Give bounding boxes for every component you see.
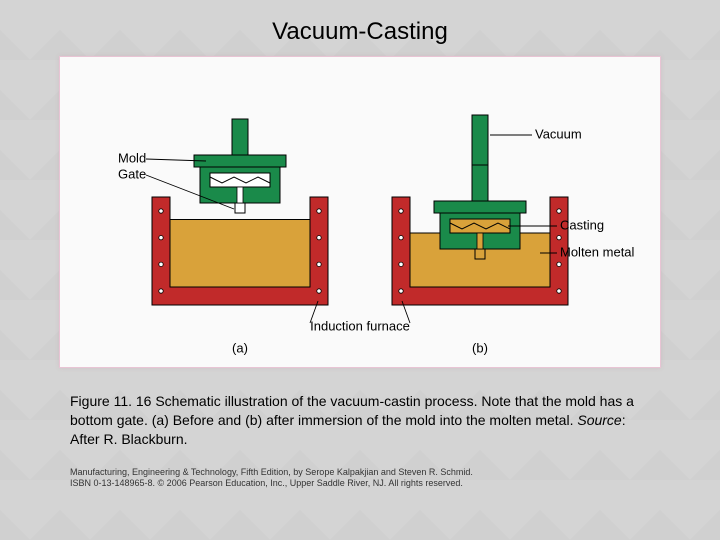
copyright-block: Manufacturing, Engineering & Technology,… (70, 467, 650, 490)
svg-text:Vacuum: Vacuum (535, 126, 582, 141)
svg-text:Mold: Mold (118, 150, 146, 165)
copyright-line-1: Manufacturing, Engineering & Technology,… (70, 467, 650, 479)
copyright-line-2: ISBN 0-13-148965-8. © 2006 Pearson Educa… (70, 478, 650, 490)
svg-text:(a): (a) (232, 340, 248, 355)
figure-container: MoldGate Vacuum Casting Molten metal Inducti… (59, 56, 661, 368)
svg-text:Molten metal: Molten metal (560, 244, 635, 259)
svg-text:(b): (b) (472, 340, 488, 355)
caption-text: Figure 11. 16 Schematic illustration of … (70, 393, 634, 428)
vacuum-casting-diagram: MoldGate Vacuum Casting Molten metal Inducti… (60, 57, 660, 367)
page-title: Vacuum-Casting (0, 0, 720, 56)
svg-text:Casting: Casting (560, 217, 604, 232)
figure-caption: Figure 11. 16 Schematic illustration of … (70, 392, 650, 449)
svg-text:Induction furnace: Induction furnace (310, 318, 410, 333)
caption-source-label: Source (577, 412, 621, 428)
svg-text:Gate: Gate (118, 166, 146, 181)
